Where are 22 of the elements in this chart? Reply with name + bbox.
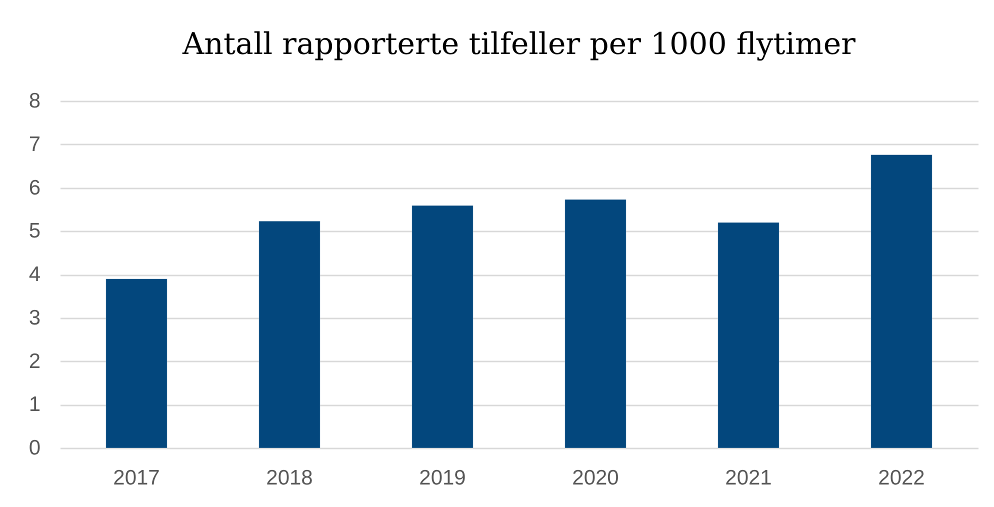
chart-title: Antall rapporterte tilfeller per 1000 flytimer xyxy=(182,27,856,62)
x-tick-label: 2017 xyxy=(113,466,160,490)
x-tick-label: 2021 xyxy=(725,466,772,490)
y-tick-label: 1 xyxy=(28,393,40,416)
y-tick-label: 2 xyxy=(28,350,40,373)
x-tick-label: 2022 xyxy=(878,466,925,490)
y-tick-label: 5 xyxy=(28,220,40,243)
bar xyxy=(564,199,626,448)
bar xyxy=(718,222,780,448)
y-tick-label: 0 xyxy=(28,436,40,460)
bar xyxy=(106,278,168,448)
bar xyxy=(412,205,474,448)
y-tick-label: 8 xyxy=(28,90,40,112)
x-tick-label: 2019 xyxy=(419,466,466,490)
y-tick-label: 6 xyxy=(28,176,40,200)
y-tick-label: 3 xyxy=(28,306,40,330)
bar xyxy=(258,220,320,448)
x-tick-label: 2018 xyxy=(266,466,313,490)
y-tick-label: 4 xyxy=(28,263,41,286)
bar xyxy=(870,154,932,448)
x-tick-label: 2020 xyxy=(572,466,619,490)
y-tick-label: 7 xyxy=(28,132,40,156)
